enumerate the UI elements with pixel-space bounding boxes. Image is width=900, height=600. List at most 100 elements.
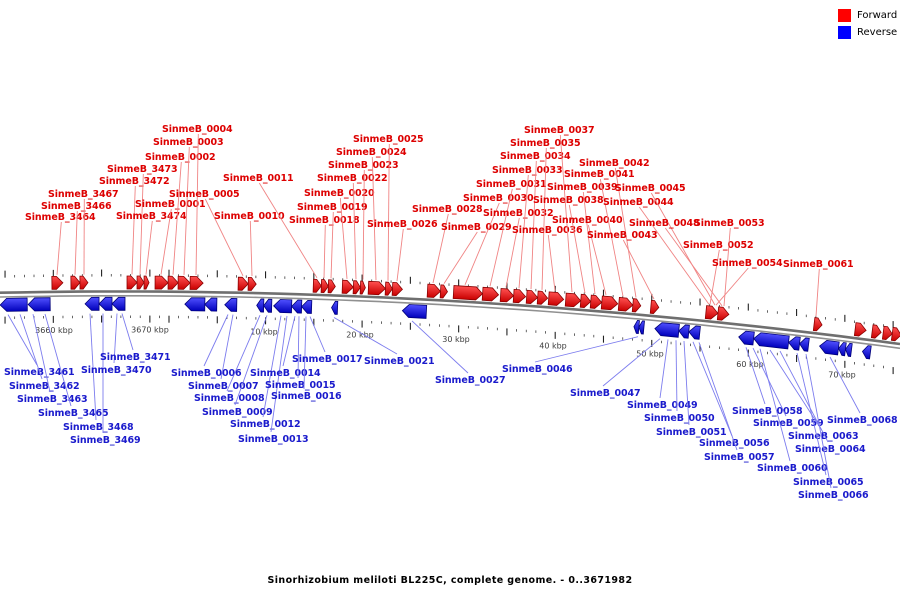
gene-label[interactable]: SinmeB_0041	[564, 169, 635, 180]
gene-label[interactable]: SinmeB_0051	[656, 427, 727, 438]
gene-arrow-reverse[interactable]	[256, 298, 265, 313]
gene-arrow-reverse[interactable]	[799, 337, 810, 352]
gene-label[interactable]: SinmeB_3461	[4, 367, 75, 378]
gene-label[interactable]: SinmeB_0003	[153, 137, 224, 148]
gene-label[interactable]: SinmeB_0013	[238, 434, 309, 445]
gene-arrow-forward[interactable]	[237, 276, 249, 291]
gene-arrow-forward[interactable]	[589, 294, 603, 309]
gene-arrow-forward[interactable]	[452, 285, 484, 301]
gene-arrow-forward[interactable]	[631, 298, 642, 313]
gene-arrow-forward[interactable]	[704, 305, 719, 320]
gene-arrow-reverse[interactable]	[111, 296, 126, 311]
gene-label[interactable]: SinmeB_0058	[732, 406, 803, 417]
gene-arrow-reverse[interactable]	[678, 324, 690, 339]
gene-label[interactable]: SinmeB_3466	[41, 201, 112, 212]
gene-arrow-reverse[interactable]	[861, 345, 872, 360]
gene-label[interactable]: SinmeB_0048	[629, 218, 700, 229]
gene-label[interactable]: SinmeB_0017	[292, 354, 363, 365]
gene-label[interactable]: SinmeB_0044	[603, 197, 674, 208]
gene-label[interactable]: SinmeB_0068	[827, 415, 898, 426]
gene-arrow-forward[interactable]	[154, 275, 169, 290]
gene-label[interactable]: SinmeB_0064	[795, 444, 866, 455]
gene-arrow-forward[interactable]	[79, 275, 89, 290]
gene-label[interactable]: SinmeB_0059	[753, 418, 824, 429]
gene-arrow-forward[interactable]	[177, 275, 191, 290]
gene-arrow-reverse[interactable]	[845, 342, 853, 357]
gene-arrow-forward[interactable]	[812, 317, 823, 332]
gene-arrow-forward[interactable]	[384, 281, 393, 296]
gene-label[interactable]: SinmeB_0037	[524, 125, 595, 136]
gene-label[interactable]: SinmeB_0053	[694, 218, 765, 229]
gene-arrow-reverse[interactable]	[273, 299, 293, 314]
gene-label[interactable]: SinmeB_0015	[265, 380, 336, 391]
gene-label[interactable]: SinmeB_3474	[116, 211, 187, 222]
gene-arrow-reverse[interactable]	[0, 297, 28, 312]
gene-arrow-reverse[interactable]	[98, 296, 113, 311]
gene-label[interactable]: SinmeB_3468	[63, 422, 134, 433]
gene-label[interactable]: SinmeB_0020	[304, 188, 375, 199]
gene-arrow-forward[interactable]	[320, 279, 329, 293]
gene-label[interactable]: SinmeB_0030	[463, 193, 534, 204]
gene-arrow-reverse[interactable]	[401, 304, 428, 319]
gene-arrow-reverse[interactable]	[633, 320, 640, 334]
gene-label[interactable]: SinmeB_0022	[317, 173, 388, 184]
gene-arrow-reverse[interactable]	[819, 340, 840, 356]
gene-arrow-reverse[interactable]	[301, 299, 313, 314]
gene-label[interactable]: SinmeB_0047	[570, 388, 641, 399]
gene-label[interactable]: SinmeB_3462	[9, 381, 80, 392]
gene-label[interactable]: SinmeB_0040	[552, 215, 623, 226]
gene-label[interactable]: SinmeB_0006	[171, 368, 242, 379]
gene-label[interactable]: SinmeB_0004	[162, 124, 233, 135]
gene-label[interactable]: SinmeB_0036	[512, 225, 583, 236]
gene-arrow-forward[interactable]	[890, 326, 900, 342]
gene-label[interactable]: SinmeB_0027	[435, 375, 506, 386]
gene-label[interactable]: SinmeB_3463	[17, 394, 88, 405]
gene-arrow-forward[interactable]	[126, 275, 138, 290]
gene-label[interactable]: SinmeB_3472	[99, 176, 170, 187]
gene-label[interactable]: SinmeB_0024	[336, 147, 407, 158]
gene-arrow-forward[interactable]	[51, 275, 64, 290]
gene-label[interactable]: SinmeB_0057	[704, 452, 775, 463]
gene-arrow-forward[interactable]	[143, 275, 150, 290]
gene-arrow-forward[interactable]	[600, 295, 619, 311]
gene-arrow-forward[interactable]	[481, 286, 500, 302]
gene-arrow-reverse[interactable]	[84, 296, 100, 311]
gene-arrow-reverse[interactable]	[788, 336, 801, 351]
gene-label[interactable]: SinmeB_0007	[188, 381, 259, 392]
gene-arrow-forward[interactable]	[853, 322, 867, 337]
gene-arrow-forward[interactable]	[536, 290, 549, 305]
gene-label[interactable]: SinmeB_0039	[547, 182, 618, 193]
gene-label[interactable]: SinmeB_0010	[214, 211, 285, 222]
gene-arrow-forward[interactable]	[649, 299, 660, 314]
gene-arrow-reverse[interactable]	[204, 297, 218, 312]
gene-label[interactable]: SinmeB_0001	[135, 199, 206, 210]
gene-label[interactable]: SinmeB_0061	[783, 259, 854, 270]
gene-label[interactable]: SinmeB_0060	[757, 463, 828, 474]
gene-arrow-forward[interactable]	[136, 275, 145, 290]
gene-label[interactable]: SinmeB_3465	[38, 408, 109, 419]
gene-label[interactable]: SinmeB_0009	[202, 407, 273, 418]
gene-arrow-forward[interactable]	[439, 284, 448, 299]
gene-label[interactable]: SinmeB_0014	[250, 368, 321, 379]
gene-label[interactable]: SinmeB_0032	[483, 208, 554, 219]
gene-arrow-forward[interactable]	[327, 279, 336, 294]
gene-label[interactable]: SinmeB_3464	[25, 212, 96, 223]
gene-label[interactable]: SinmeB_3473	[107, 164, 178, 175]
gene-label[interactable]: SinmeB_0049	[627, 400, 698, 411]
gene-label[interactable]: SinmeB_0031	[476, 179, 547, 190]
gene-label[interactable]: SinmeB_0046	[502, 364, 573, 375]
gene-arrow-reverse[interactable]	[331, 300, 339, 315]
gene-arrow-reverse[interactable]	[638, 320, 645, 335]
gene-arrow-forward[interactable]	[341, 279, 354, 294]
gene-arrow-reverse[interactable]	[263, 298, 273, 313]
gene-arrow-forward[interactable]	[525, 289, 539, 304]
gene-label[interactable]: SinmeB_0042	[579, 158, 650, 169]
gene-arrow-forward[interactable]	[547, 291, 565, 306]
gene-arrow-forward[interactable]	[426, 283, 442, 298]
gene-label[interactable]: SinmeB_3470	[81, 365, 152, 376]
gene-label[interactable]: SinmeB_0043	[587, 230, 658, 241]
gene-label[interactable]: SinmeB_0034	[500, 151, 571, 162]
gene-arrow-forward[interactable]	[499, 288, 515, 303]
gene-arrow-forward[interactable]	[391, 281, 403, 296]
gene-label[interactable]: SinmeB_0028	[412, 204, 483, 215]
